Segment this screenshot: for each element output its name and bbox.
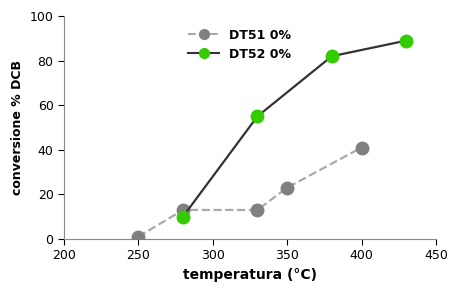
Legend: DT51 0%, DT52 0%: DT51 0%, DT52 0% [182, 22, 297, 67]
Y-axis label: conversione % DCB: conversione % DCB [11, 60, 24, 195]
X-axis label: temperatura (°C): temperatura (°C) [183, 268, 317, 282]
